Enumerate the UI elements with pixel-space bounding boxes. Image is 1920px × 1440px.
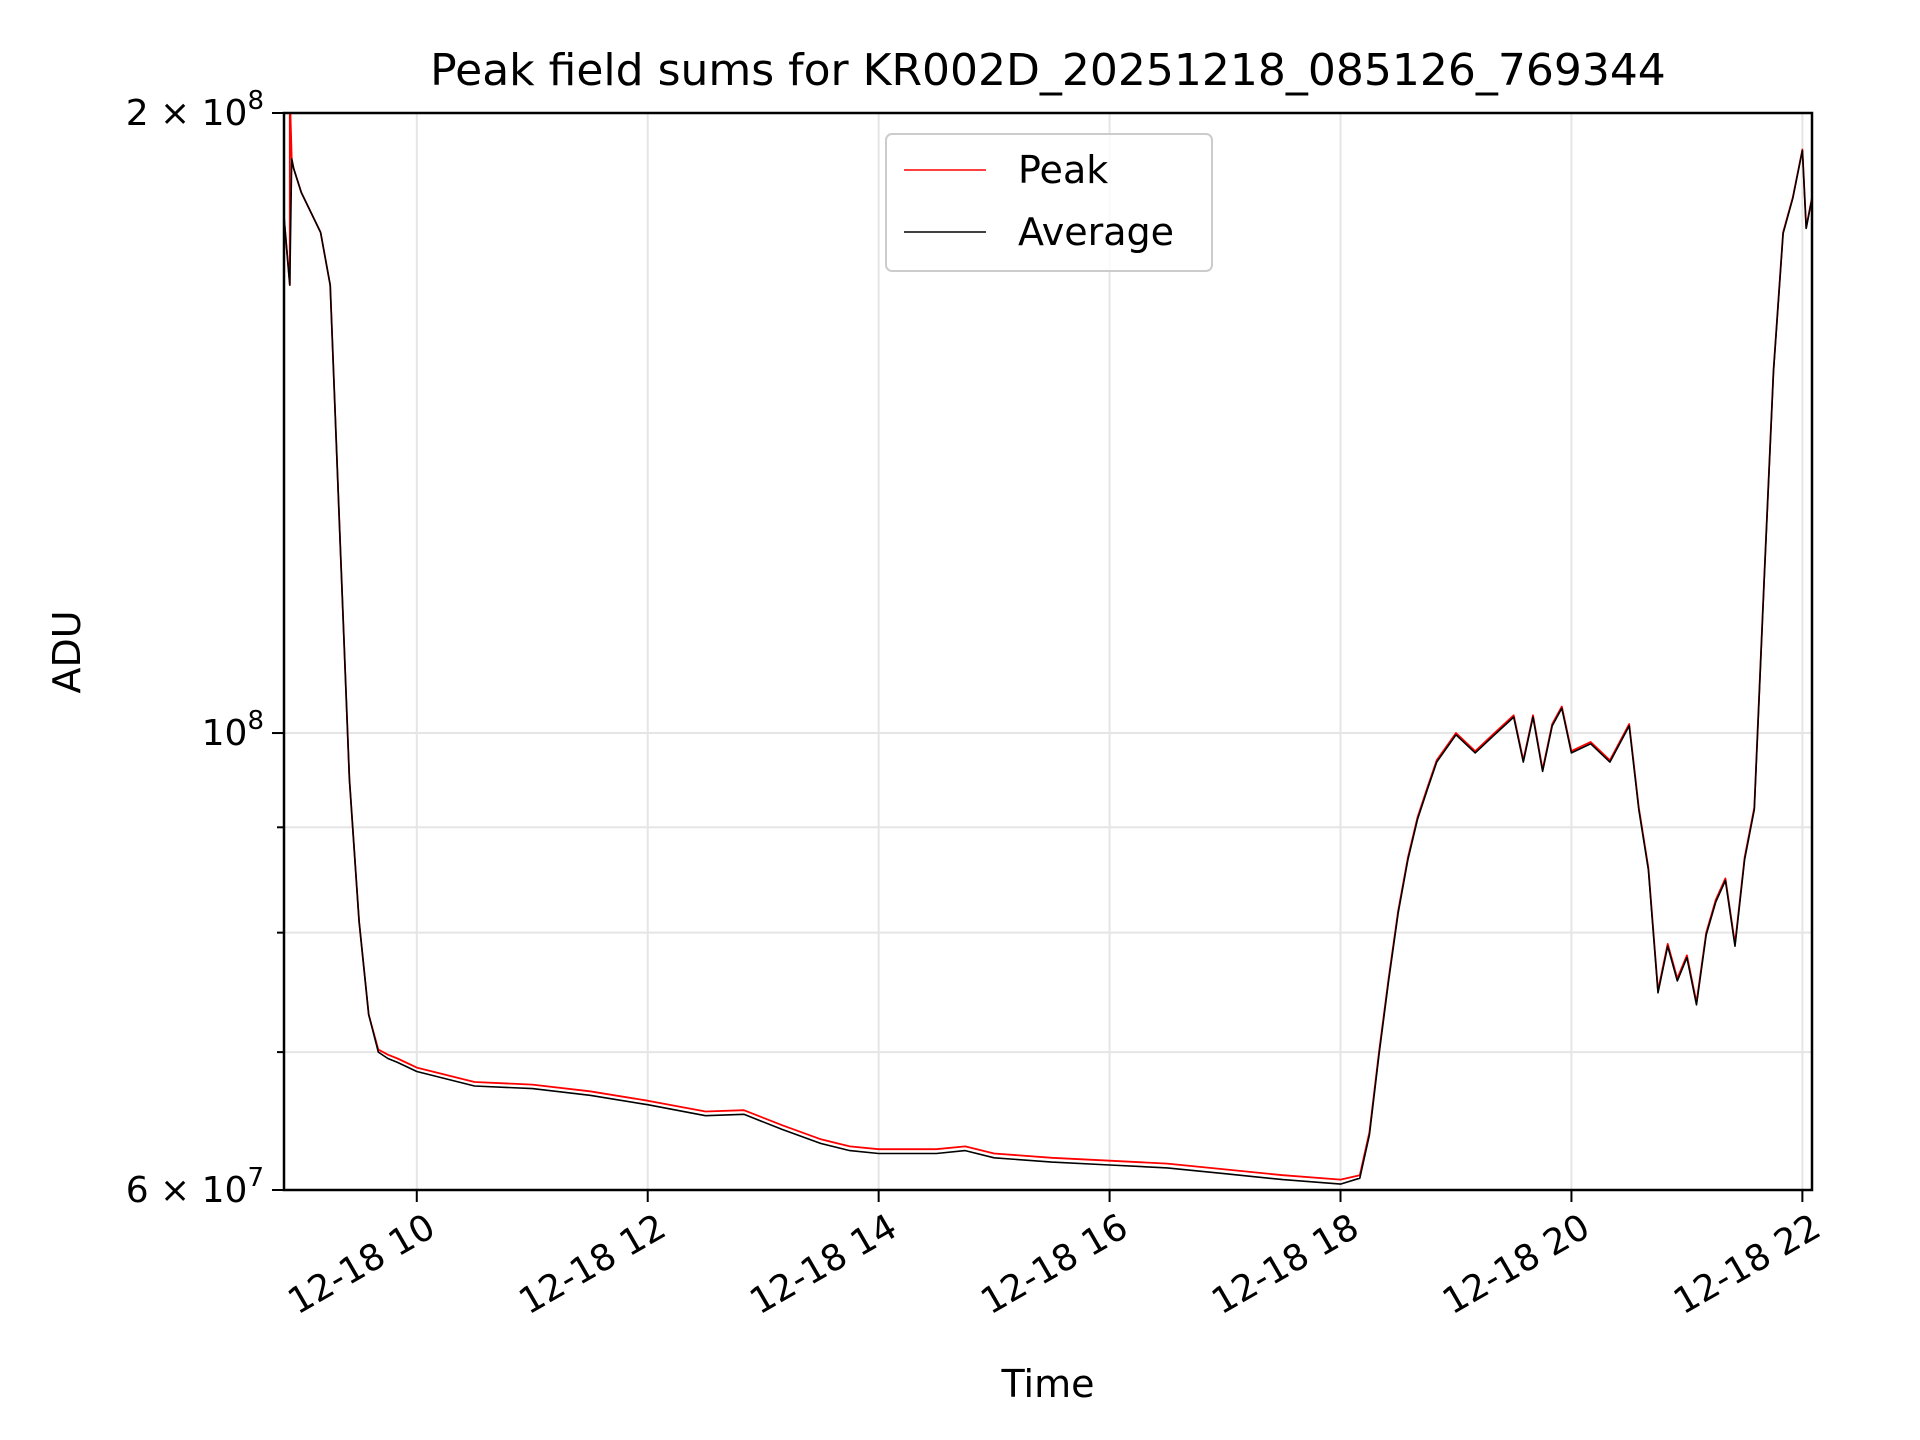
y-tick-label-base: 10: [202, 713, 248, 754]
series-line-average: [284, 149, 1812, 1185]
y-tick-label-base: 2 × 10: [126, 93, 248, 134]
legend-label-peak: Peak: [1018, 148, 1108, 192]
chart-title: Peak field sums for KR002D_20251218_0851…: [430, 45, 1666, 96]
y-tick-label-exponent: 8: [247, 706, 264, 736]
y-tick-label: 6 × 107: [126, 1163, 264, 1211]
legend: Peak Average: [885, 133, 1213, 272]
series-lines: [284, 113, 1812, 1185]
y-tick-label: 108: [202, 706, 264, 754]
legend-box: [885, 133, 1213, 272]
y-tick-label-exponent: 7: [247, 1163, 264, 1193]
plot-frame: [282, 111, 1814, 1192]
y-tick-label-base: 6 × 10: [126, 1170, 248, 1211]
legend-label-average: Average: [1018, 210, 1174, 254]
y-tick-label-exponent: 8: [247, 86, 264, 116]
y-axis-label: ADU: [45, 610, 89, 693]
x-axis-label: Time: [1001, 1362, 1095, 1406]
y-tick-label: 2 × 108: [126, 86, 264, 134]
